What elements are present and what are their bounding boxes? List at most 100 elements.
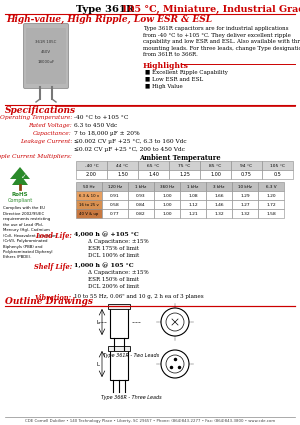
Text: 1.58: 1.58 (266, 212, 276, 215)
Text: 6.3 & 10 v: 6.3 & 10 v (79, 193, 99, 198)
Bar (169, 161, 200, 170)
Text: (Cd), Hexavalent chromium: (Cd), Hexavalent chromium (3, 233, 57, 238)
Text: Load Life:: Load Life: (35, 232, 72, 240)
Text: 0.5: 0.5 (274, 172, 281, 177)
Text: ≤0.02 CV µF +25 °C, 200 to 450 Vdc: ≤0.02 CV µF +25 °C, 200 to 450 Vdc (74, 147, 185, 152)
Text: Polybrominated Diphenyl: Polybrominated Diphenyl (3, 250, 52, 254)
Bar (102, 200, 128, 209)
Text: RoHS: RoHS (12, 192, 28, 197)
Bar (110, 348, 128, 380)
Text: 0.91: 0.91 (110, 193, 120, 198)
Text: 6.3 V: 6.3 V (266, 184, 276, 189)
Text: Type 361R: Type 361R (76, 5, 134, 14)
Text: Directive 2002/95/EC: Directive 2002/95/EC (3, 212, 44, 215)
Bar (206, 182, 232, 191)
Text: Type 366R - Three Leads: Type 366R - Three Leads (101, 395, 161, 400)
Text: 6.3 to 450 Vdc: 6.3 to 450 Vdc (74, 123, 117, 128)
Text: 0.58: 0.58 (110, 202, 120, 207)
Text: 450V: 450V (41, 50, 51, 54)
Text: 360 Hz: 360 Hz (160, 184, 174, 189)
Text: 40 V & up: 40 V & up (79, 212, 99, 215)
Bar (180, 209, 206, 218)
Text: ■ Excellent Ripple Capability: ■ Excellent Ripple Capability (145, 70, 228, 74)
Text: 0.75: 0.75 (241, 172, 252, 177)
Text: 1.08: 1.08 (188, 193, 198, 198)
Polygon shape (10, 167, 30, 179)
Text: 0.77: 0.77 (110, 212, 120, 215)
Text: 1.50: 1.50 (117, 172, 128, 177)
Text: 361R 105C: 361R 105C (35, 40, 57, 44)
Bar (180, 191, 206, 200)
Text: Compliant: Compliant (8, 198, 33, 203)
Text: 1.20: 1.20 (266, 193, 276, 198)
Bar (128, 200, 154, 209)
Bar (232, 191, 258, 200)
Text: 1.72: 1.72 (266, 202, 276, 207)
Text: 1.40: 1.40 (148, 172, 159, 177)
Text: 1.00: 1.00 (162, 212, 172, 215)
Bar (180, 200, 206, 209)
Circle shape (166, 313, 184, 331)
Text: 50 Hz: 50 Hz (83, 184, 95, 189)
Bar (206, 191, 232, 200)
Text: Specifications: Specifications (5, 106, 76, 115)
Text: 1,000 h @ 105 °C: 1,000 h @ 105 °C (74, 263, 134, 269)
Text: Ambient Temperature: Ambient Temperature (139, 154, 221, 162)
Bar (180, 182, 206, 191)
Bar (108, 304, 130, 309)
Text: ■ Low ESR and ESL: ■ Low ESR and ESL (145, 76, 203, 82)
Text: 4,000 h @ +105 °C: 4,000 h @ +105 °C (74, 232, 139, 238)
Text: 65 °C: 65 °C (147, 164, 160, 167)
Text: L: L (97, 362, 100, 366)
Text: 1.66: 1.66 (214, 193, 224, 198)
Text: Capacitance:: Capacitance: (33, 131, 72, 136)
Text: ✓: ✓ (21, 174, 27, 180)
Bar (258, 209, 284, 218)
Text: DCL 100% of limit: DCL 100% of limit (88, 253, 139, 258)
Text: 1.32: 1.32 (214, 212, 224, 215)
Bar (200, 161, 231, 170)
Text: 1 kHz: 1 kHz (135, 184, 147, 189)
Bar (231, 170, 262, 179)
Text: -40 °C to +105 °C: -40 °C to +105 °C (74, 115, 128, 120)
Bar (262, 170, 293, 179)
Bar (76, 200, 102, 209)
Text: 1.32: 1.32 (240, 212, 250, 215)
Text: 10 to 55 Hz, 0.06" and 10 g, 2 h ea of 3 planes: 10 to 55 Hz, 0.06" and 10 g, 2 h ea of 3… (74, 294, 204, 299)
Bar (258, 191, 284, 200)
Text: 7 to 18,000 µF ± 20%: 7 to 18,000 µF ± 20% (74, 131, 140, 136)
Text: Complies with the EU: Complies with the EU (3, 206, 45, 210)
Text: Leakage Current:: Leakage Current: (20, 139, 72, 144)
Text: ■ High Value: ■ High Value (145, 83, 183, 88)
Text: 1.12: 1.12 (188, 202, 198, 207)
Text: 94 °C: 94 °C (240, 164, 253, 167)
Polygon shape (12, 174, 28, 185)
Text: Δ Capacitance: ±15%: Δ Capacitance: ±15% (88, 270, 148, 275)
Text: Type 361R capacitors are for industrial applications: Type 361R capacitors are for industrial … (143, 26, 289, 31)
Text: Shelf Life:: Shelf Life: (34, 263, 72, 271)
Bar (76, 170, 107, 179)
Text: Δ Capacitance: ±15%: Δ Capacitance: ±15% (88, 239, 148, 244)
Text: mounting leads. For three leads, change Type designation: mounting leads. For three leads, change … (143, 45, 300, 51)
Bar (102, 182, 128, 191)
Text: 1.00: 1.00 (162, 202, 172, 207)
Text: DCL 200% of limit: DCL 200% of limit (88, 284, 139, 289)
Bar (206, 209, 232, 218)
Bar (76, 161, 107, 170)
Text: 105 °C: 105 °C (270, 164, 285, 167)
Circle shape (166, 355, 184, 373)
Text: 3 kHz: 3 kHz (213, 184, 225, 189)
Bar (169, 170, 200, 179)
Text: 1.00: 1.00 (210, 172, 221, 177)
Text: 0.82: 0.82 (136, 212, 146, 215)
Bar (154, 200, 180, 209)
Bar (102, 191, 128, 200)
Bar (154, 209, 180, 218)
Text: 2.00: 2.00 (86, 172, 97, 177)
Bar (232, 182, 258, 191)
Circle shape (161, 308, 189, 336)
Text: 0.84: 0.84 (136, 202, 146, 207)
Text: Highlights: Highlights (143, 62, 189, 70)
Bar (154, 191, 180, 200)
Text: High-value, High Ripple, Low ESR & ESL: High-value, High Ripple, Low ESR & ESL (6, 15, 212, 24)
